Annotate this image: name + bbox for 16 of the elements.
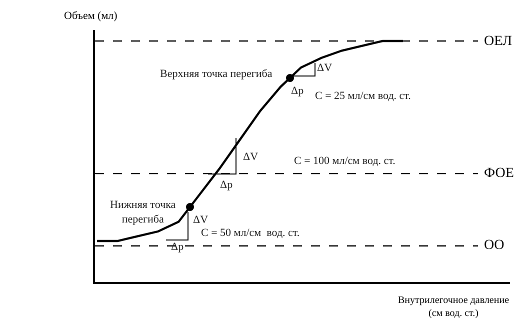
annotation: Верхняя точка перегиба [160,68,272,80]
annotation: ΔV [317,62,332,74]
ref-line-label: ОО [484,238,504,253]
annotation: C = 25 мл/см вод. ст. [315,90,412,102]
y-axis-title: Объем (мл) [64,10,118,22]
annotation: Δp [220,179,234,191]
x-axis-title: Внутрилегочное давление (см вод. ст.) [398,295,510,319]
annotation: ΔV [193,214,208,226]
annotation: Δp [171,241,184,253]
ref-line-label: ОЕЛ [484,34,512,49]
annotation: C = 50 мл/см вод. ст. [201,227,300,239]
annotation: C = 100 мл/см вод. ст. [294,155,396,167]
annotation: Нижняя точка перегиба [110,199,176,226]
annotation: ΔV [243,151,258,163]
annotation: Δp [291,85,304,97]
ref-line-label: ФОЕ [484,166,514,181]
